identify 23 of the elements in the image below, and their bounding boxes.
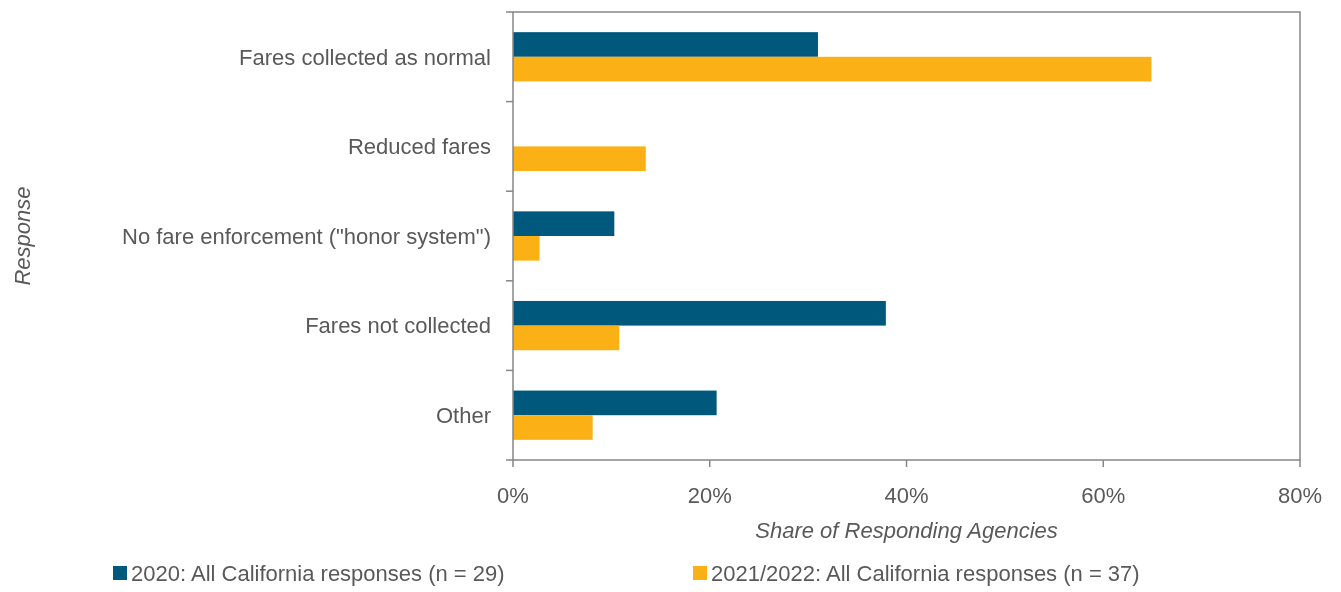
bar	[513, 56, 1152, 82]
x-tick-label: 60%	[1081, 483, 1126, 508]
bar	[513, 32, 818, 57]
bar	[513, 415, 593, 440]
x-tick-label: 0%	[497, 483, 529, 508]
y-tick-label: Other	[435, 402, 491, 428]
legend-label: 2020: All California responses (n = 29)	[131, 560, 505, 586]
bar	[513, 390, 717, 416]
x-tick-label: 40%	[884, 483, 929, 508]
bar	[513, 300, 886, 326]
bar	[513, 236, 540, 261]
y-axis-title: Response	[10, 186, 35, 286]
legend-label: 2021/2022: All California responses (n = 37)	[711, 560, 1140, 586]
x-tick-label: 80%	[1277, 483, 1323, 508]
y-tick-label: No fare enforcement ("honor system")	[122, 223, 491, 249]
y-tick-label: Reduced fares	[347, 134, 491, 160]
bar	[513, 325, 620, 351]
bar	[513, 211, 615, 236]
y-tick-label: Fares not collected	[305, 313, 491, 339]
x-axis-title: Share of Responding Agencies	[755, 518, 1058, 543]
x-tick-label: 20%	[687, 483, 732, 508]
bar	[513, 146, 646, 172]
y-tick-label: Fares collected as normal	[239, 44, 491, 70]
